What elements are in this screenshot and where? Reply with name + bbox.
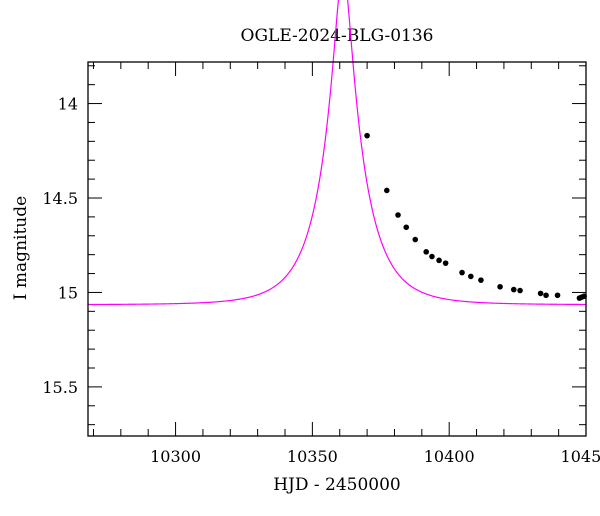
data-point xyxy=(468,273,474,280)
x-tick-label: 10400 xyxy=(424,447,475,466)
data-point xyxy=(395,212,401,218)
x-axis-label: HJD - 2450000 xyxy=(273,475,401,495)
data-point xyxy=(459,269,465,276)
y-tick-label: 14.5 xyxy=(42,189,78,208)
chart-title: OGLE-2024-BLG-0136 xyxy=(241,26,434,46)
data-point xyxy=(436,257,442,264)
data-point xyxy=(537,290,544,297)
data-point xyxy=(423,249,430,255)
x-tick-label: 10350 xyxy=(287,447,338,466)
x-tick-label: 10450 xyxy=(561,447,600,466)
x-tick-label: 10300 xyxy=(150,447,201,466)
data-point xyxy=(517,287,523,294)
data-point xyxy=(497,283,503,290)
tick-labels: 10300 10350 10400 10450 14 14.5 15 15.5 xyxy=(42,95,600,466)
data-point xyxy=(364,132,370,139)
data-point xyxy=(429,253,435,260)
data-point xyxy=(412,236,419,243)
data-point xyxy=(543,292,549,299)
y-tick-label: 15.5 xyxy=(42,378,78,397)
data-point xyxy=(510,286,517,293)
y-axis-label: I magnitude xyxy=(11,196,31,300)
data-point xyxy=(478,277,484,283)
data-point xyxy=(403,224,410,231)
data-points xyxy=(364,132,587,301)
data-point xyxy=(384,187,390,194)
y-tick-label: 14 xyxy=(58,95,78,114)
data-point xyxy=(442,260,449,266)
axis-ticks xyxy=(88,62,587,436)
plot-content xyxy=(87,0,587,306)
plot-frame xyxy=(87,61,587,437)
data-point xyxy=(554,292,561,299)
model-curve xyxy=(87,0,586,306)
y-tick-label: 15 xyxy=(58,283,78,302)
